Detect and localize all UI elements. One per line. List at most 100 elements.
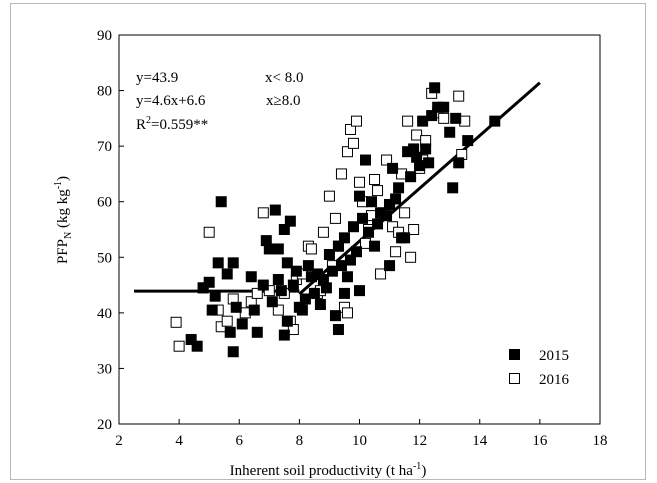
- point-2016: [239, 307, 251, 319]
- point-2016: [387, 221, 399, 233]
- y-axis-label-end: ): [55, 176, 71, 181]
- y-tick-label: 70: [97, 139, 112, 155]
- point-2015: [375, 207, 387, 219]
- point-2015: [350, 246, 362, 258]
- scatter-chart: 2 4 6 8 10 12 14 16 18 20 30 40 50 60 70 80 90 y=43.9 x<…: [53, 28, 608, 479]
- point-2015: [290, 265, 302, 277]
- point-2015: [209, 290, 221, 302]
- point-2015: [185, 334, 197, 346]
- x-axis-label-main: Inherent soil productivity (t ha: [230, 463, 414, 479]
- point-2015: [444, 126, 456, 138]
- point-2015: [245, 271, 257, 283]
- point-2016: [287, 324, 299, 336]
- point-2015: [284, 215, 296, 227]
- y-axis-label-sup: -1: [53, 181, 64, 189]
- point-2015: [381, 210, 393, 222]
- figure-frame: 2 4 6 8 10 12 14 16 18 20 30 40 50 60 70 80 90 y=43.9 x<…: [10, 3, 646, 480]
- point-2015: [206, 304, 218, 316]
- point-2015: [326, 265, 338, 277]
- data-points: [170, 82, 501, 358]
- x-tick-label: 16: [532, 433, 548, 449]
- y-tick-label: 20: [97, 417, 112, 433]
- point-2016: [369, 173, 381, 185]
- point-2015: [197, 282, 209, 294]
- y-axis-label-sub: N: [63, 232, 74, 239]
- point-2015: [221, 268, 233, 280]
- point-2015: [278, 329, 290, 341]
- x-tick-label: 2: [115, 433, 123, 449]
- point-2015: [305, 271, 317, 283]
- legend-label-2016: 2016: [539, 372, 570, 388]
- point-2015: [405, 171, 417, 183]
- point-2015: [257, 279, 269, 291]
- y-axis-label-main: PFP: [55, 239, 71, 264]
- point-2015: [420, 143, 432, 155]
- x-axis-label-sup: -1: [413, 461, 421, 472]
- point-2016: [438, 112, 450, 124]
- point-2016: [354, 176, 365, 188]
- point-2016: [411, 129, 423, 141]
- point-2015: [269, 204, 281, 216]
- point-2015: [227, 257, 239, 269]
- point-2015: [314, 299, 326, 311]
- point-2015: [447, 182, 459, 194]
- point-2015: [360, 154, 372, 166]
- point-2016: [408, 224, 420, 235]
- y-tick-label: 50: [97, 250, 112, 266]
- point-2015: [329, 310, 341, 322]
- point-2016: [263, 285, 275, 297]
- point-2015: [347, 221, 359, 233]
- y-tick-label: 40: [97, 306, 112, 322]
- point-2016: [372, 185, 384, 197]
- x-tick-label: 10: [352, 433, 367, 449]
- point-2016: [221, 315, 233, 327]
- point-2015: [453, 157, 465, 169]
- point-2016: [399, 207, 411, 219]
- point-2015: [227, 346, 239, 358]
- point-2015: [272, 243, 284, 255]
- point-2016: [360, 237, 372, 249]
- point-2016: [272, 304, 284, 316]
- point-2015: [236, 318, 248, 330]
- point-2016: [305, 243, 317, 255]
- point-2016: [215, 321, 227, 333]
- annotation-eq2: y=4.6x+6.6: [136, 93, 206, 109]
- point-2015: [432, 101, 444, 113]
- point-2016: [344, 123, 356, 135]
- x-tick-label: 14: [472, 433, 488, 449]
- point-2015: [260, 235, 272, 247]
- point-2015: [341, 271, 353, 283]
- y-axis-label: PFPN (kg kg-1): [53, 176, 74, 264]
- point-2016: [341, 307, 353, 319]
- point-2015: [390, 193, 402, 205]
- x-tick-label: 6: [236, 433, 244, 449]
- point-2016: [347, 137, 359, 149]
- point-2015: [278, 224, 290, 235]
- point-2016: [350, 115, 362, 127]
- point-2015: [308, 287, 320, 299]
- x-tick-label: 4: [175, 433, 183, 449]
- point-2015: [363, 226, 375, 238]
- point-2015: [332, 240, 344, 252]
- legend: 2015 2016: [509, 348, 570, 388]
- legend-marker-2015: [509, 349, 520, 360]
- y-tick-label: 60: [97, 195, 112, 211]
- point-2015: [393, 182, 405, 194]
- point-2015: [384, 260, 396, 272]
- point-2015: [344, 254, 356, 266]
- point-2015: [212, 257, 224, 269]
- annotation-r2: R2=0.559**: [136, 115, 208, 133]
- point-2015: [263, 243, 275, 255]
- point-2015: [384, 198, 396, 210]
- point-2015: [417, 115, 429, 127]
- y-axis-label-units: (kg kg: [55, 189, 71, 232]
- point-2015: [320, 282, 332, 294]
- point-2016: [402, 115, 414, 127]
- r2-prefix: R: [136, 117, 146, 133]
- point-2016: [329, 212, 341, 224]
- point-2015: [429, 82, 441, 94]
- point-2015: [311, 268, 323, 280]
- r2-sup: 2: [146, 115, 151, 126]
- x-axis-label-end: ): [421, 463, 426, 479]
- point-2015: [230, 301, 242, 313]
